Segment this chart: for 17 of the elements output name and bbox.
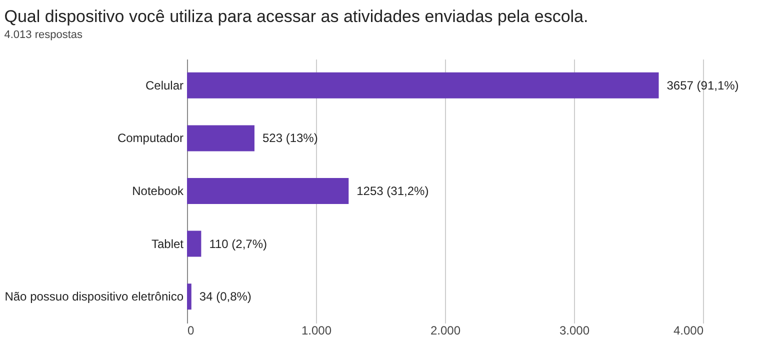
text: 4.013 respostas (4, 29, 84, 41)
data-label: 34 (0,8%) (199, 290, 252, 304)
x-tick-label: 1.000 (301, 324, 332, 338)
y-tick-label: Computador (117, 131, 184, 146)
x-tick-label: 4.000 (673, 324, 704, 338)
y-tick-label: Notebook (132, 184, 184, 198)
chart-title: Qual dispositivo você utiliza para acessar as atividades enviadas pela escola. (4, 7, 588, 26)
y-tick-label: Não possuo dispositivo eletrônico (4, 290, 184, 304)
data-label: 3657 (91,1%) (666, 78, 739, 92)
data-label: 523 (13%) (262, 131, 318, 146)
x-tick-label: 3.000 (559, 324, 590, 338)
x-tick-label: 0 (188, 324, 194, 338)
y-tick-label: Tablet (151, 236, 184, 251)
y-tick-label: Celular (145, 78, 184, 92)
x-tick-label: 2.000 (430, 324, 461, 338)
data-label: 1253 (31,2%) (356, 184, 429, 198)
data-label: 110 (2,7%) (209, 236, 268, 251)
